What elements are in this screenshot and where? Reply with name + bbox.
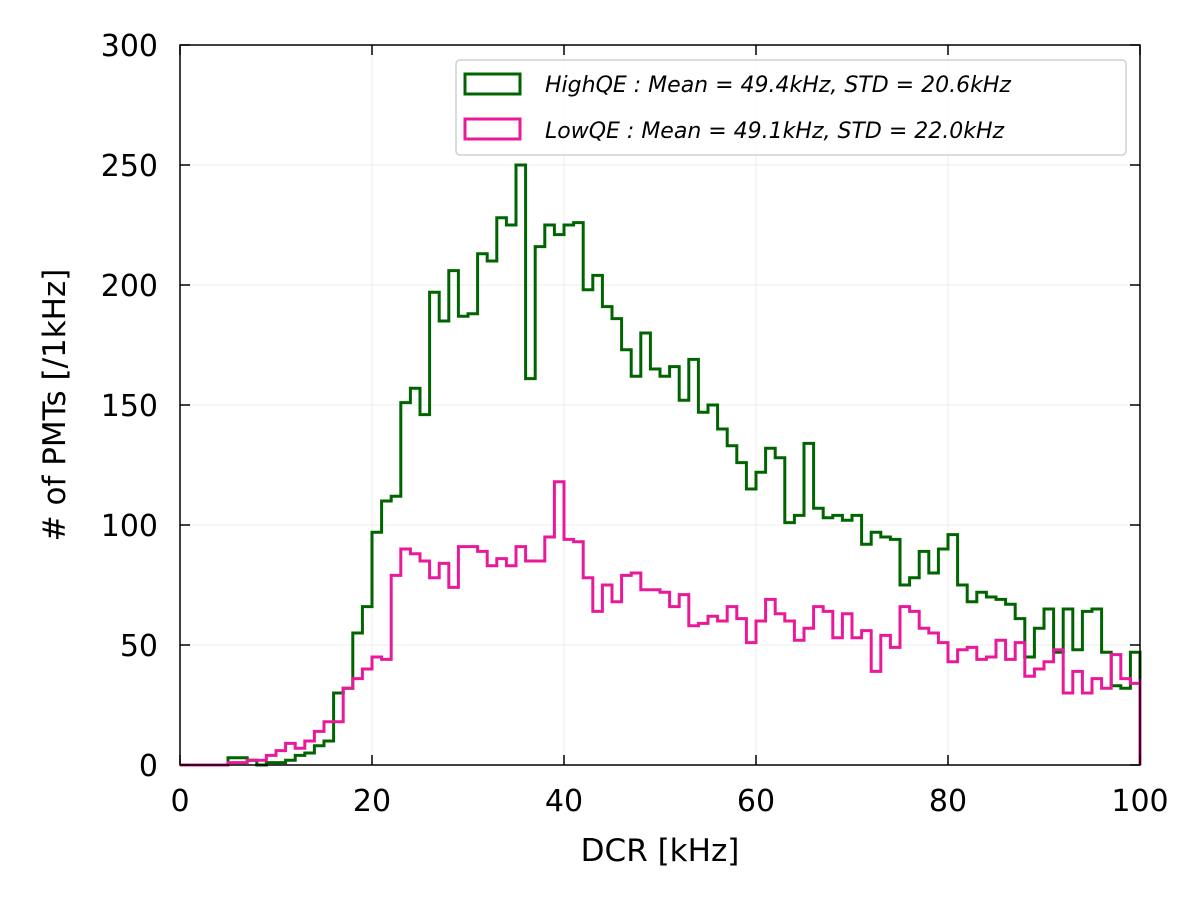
histogram-lowqe [180,480,1142,767]
y-tick-label: 50 [120,629,158,664]
y-tick-label: 250 [101,149,158,184]
x-tick-label: 80 [929,784,967,819]
y-axis-tick-labels: 0 50 100 150 200 250 300 [101,29,158,784]
x-axis-label: DCR [kHz] [581,833,740,869]
x-tick-label: 40 [545,784,583,819]
legend-box [455,59,1127,156]
x-tick-label: 20 [353,784,391,819]
histogram-highqe [180,163,1142,767]
histogram-series [180,163,1142,767]
y-tick-label: 150 [101,389,158,424]
legend-swatch-lowqe [463,117,522,141]
x-tick-label: 0 [170,784,189,819]
y-tick-label: 100 [101,509,158,544]
legend: HighQE : Mean = 49.4kHz, STD = 20.6kHz L… [455,59,1127,156]
x-tick-label: 60 [737,784,775,819]
y-axis-label: # of PMTs [/1kHz] [37,269,73,542]
y-tick-label: 300 [101,29,158,64]
axis-ticks [179,44,1141,766]
legend-label-highqe: HighQE : Mean = 49.4kHz, STD = 20.6kHz [545,73,1011,98]
y-tick-label: 0 [139,749,158,784]
x-tick-label: 100 [1111,784,1168,819]
x-axis-tick-labels: 0 20 40 60 80 100 [170,784,1168,819]
y-tick-label: 200 [101,269,158,304]
grid-lines [179,44,1141,766]
legend-label-lowqe: LowQE : Mean = 49.1kHz, STD = 22.0kHz [545,119,1005,144]
legend-swatch-highqe [463,72,522,96]
